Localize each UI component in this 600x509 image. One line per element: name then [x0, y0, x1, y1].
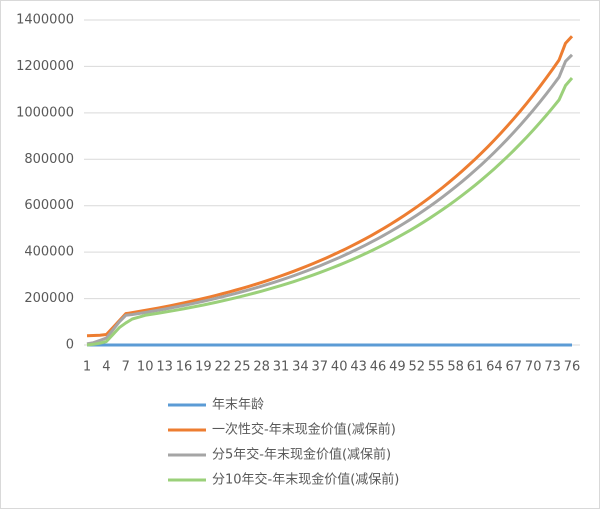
- series-line: [86, 53, 574, 346]
- y-tick-label: 1200000: [16, 59, 74, 74]
- x-tick-label: 49: [389, 360, 406, 375]
- x-tick-label: 25: [234, 360, 251, 375]
- x-tick-label: 76: [564, 360, 581, 375]
- x-tick-label: 55: [428, 360, 445, 375]
- y-tick-label: 1000000: [16, 105, 74, 120]
- x-tick-label: 40: [331, 360, 348, 375]
- y-tick-label: 0: [66, 338, 74, 353]
- x-tick-label: 37: [312, 360, 329, 375]
- x-tick-label: 10: [137, 360, 154, 375]
- x-tick-label: 64: [486, 360, 503, 375]
- series-line: [86, 77, 574, 347]
- x-tick-label: 43: [350, 360, 367, 375]
- legend-label: 一次性交-年末现金价值(减保前): [212, 422, 396, 438]
- y-tick-label: 200000: [24, 291, 74, 306]
- x-tick-label: 46: [370, 360, 387, 375]
- series-line: [86, 35, 574, 338]
- x-tick-label: 52: [409, 360, 426, 375]
- x-tick-label: 22: [215, 360, 232, 375]
- legend-label: 年末年龄: [212, 398, 264, 413]
- y-tick-label: 600000: [24, 198, 74, 213]
- x-tick-label: 1: [83, 360, 91, 375]
- x-tick-label: 7: [122, 360, 130, 375]
- legend-label: 分10年交-年末现金价值(减保前): [212, 472, 399, 488]
- x-tick-label: 16: [176, 360, 193, 375]
- legend-label: 分5年交-年末现金价值(减保前): [212, 447, 391, 463]
- y-tick-label: 1400000: [16, 13, 74, 28]
- x-tick-label: 31: [273, 360, 290, 375]
- y-tick-label: 800000: [24, 152, 74, 167]
- x-tick-label: 61: [467, 360, 484, 375]
- x-tick-label: 34: [292, 360, 309, 375]
- y-tick-label: 400000: [24, 245, 74, 260]
- x-tick-label: 13: [156, 360, 173, 375]
- x-tick-label: 73: [544, 360, 561, 375]
- x-tick-label: 58: [447, 360, 464, 375]
- x-tick-label: 28: [253, 360, 270, 375]
- x-tick-label: 4: [102, 360, 110, 375]
- x-tick-label: 19: [195, 360, 212, 375]
- x-tick-label: 67: [506, 360, 523, 375]
- x-tick-label: 70: [525, 360, 542, 375]
